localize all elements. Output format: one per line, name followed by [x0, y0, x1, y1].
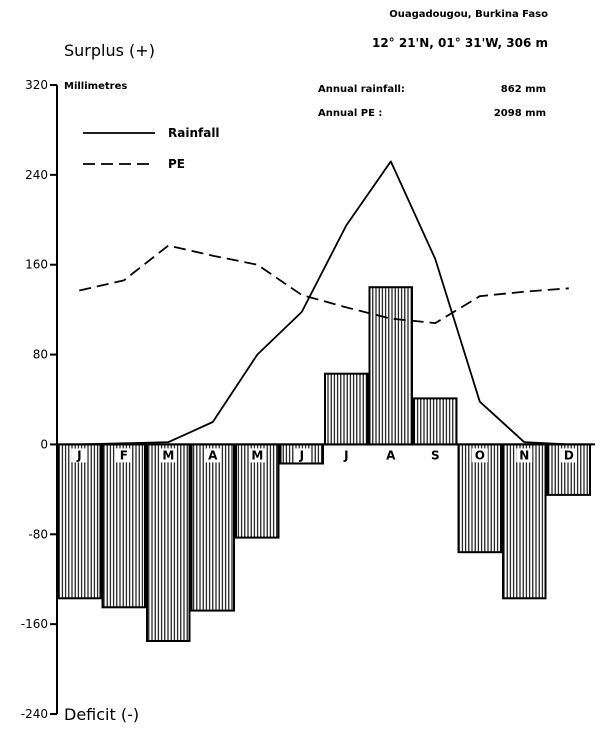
month-label-bg [471, 448, 488, 463]
month-label: D [564, 448, 574, 462]
month-label-bg [293, 448, 310, 463]
month-label: F [120, 448, 128, 462]
month-label: M [162, 448, 174, 462]
month-label-bg [204, 448, 221, 463]
balance-bar-8 [413, 397, 458, 446]
y-tick-label: -240 [21, 707, 48, 721]
month-label-bg [338, 448, 355, 463]
balance-bar-1 [101, 443, 146, 609]
y-axis-unit-label: Millimetres [64, 81, 127, 92]
balance-bars [57, 286, 591, 642]
annual-rainfall-label: Annual rainfall: [318, 84, 405, 95]
y-tick-label: 320 [25, 78, 48, 92]
month-label: J [299, 448, 304, 462]
month-label: J [343, 448, 348, 462]
month-label: A [208, 448, 218, 462]
annual-pe-value: 2098 mm [494, 108, 546, 119]
y-tick-label: -80 [28, 527, 48, 541]
month-label: M [251, 448, 263, 462]
month-label-bg [249, 448, 266, 463]
balance-bar-7 [368, 286, 413, 446]
legend-pe-label: PE [168, 157, 185, 171]
month-label-bg [160, 448, 177, 463]
month-label: N [519, 448, 529, 462]
y-tick-label: 80 [33, 348, 48, 362]
y-tick-label: 240 [25, 168, 48, 182]
pe-line [79, 244, 569, 325]
annual-rainfall-value: 862 mm [501, 84, 546, 95]
series-lines [79, 160, 569, 446]
y-tick-label: 160 [25, 258, 48, 272]
balance-bar-6 [324, 372, 369, 446]
month-label: J [76, 448, 81, 462]
y-axis-surplus-label: Surplus (+) [64, 41, 155, 60]
month-label-bg [560, 448, 577, 463]
month-label-bg [71, 448, 88, 463]
legend: Rainfall PE [83, 126, 220, 171]
month-label: O [475, 448, 485, 462]
chart-subtitle: 12° 21'N, 01° 31'W, 306 m [372, 36, 548, 50]
axes: 320 240 160 80 0 -80 -160 -240 [21, 78, 595, 721]
legend-rainfall-label: Rainfall [168, 126, 220, 140]
balance-bar-2 [146, 443, 191, 642]
month-label-bg [115, 448, 132, 463]
month-label-bg [382, 448, 399, 463]
chart-title: Ouagadougou, Burkina Faso [389, 9, 548, 20]
annual-pe-label: Annual PE : [318, 108, 382, 119]
balance-bar-0 [57, 443, 102, 600]
month-label: S [431, 448, 440, 462]
y-axis-deficit-label: Deficit (-) [64, 705, 139, 724]
month-label: A [386, 448, 396, 462]
rainfall-line [79, 160, 569, 446]
balance-bar-9 [457, 443, 502, 554]
month-label-bg [427, 448, 444, 463]
balance-bar-3 [190, 443, 235, 612]
y-tick-label: -160 [21, 617, 48, 631]
month-label-bg [516, 448, 533, 463]
balance-bar-10 [502, 443, 547, 600]
y-tick-label: 0 [40, 437, 48, 451]
